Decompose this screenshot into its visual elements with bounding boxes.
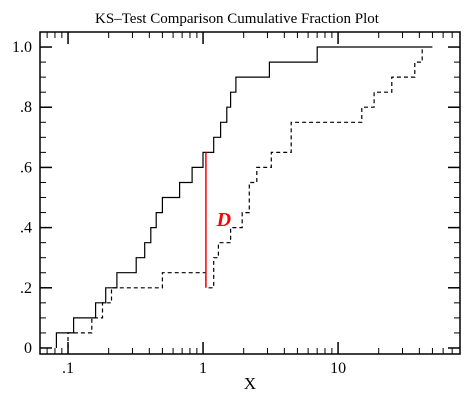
x-axis-label: X bbox=[244, 374, 256, 393]
y-tick-label-1: .2 bbox=[20, 280, 32, 297]
d-statistic-label: D bbox=[216, 209, 231, 231]
x-tick-label-1: 1 bbox=[199, 360, 207, 377]
series-step-line-dashed bbox=[67, 47, 423, 348]
x-tick-label-2: 10 bbox=[330, 360, 346, 377]
axis-ticks bbox=[40, 32, 460, 354]
x-tick-label-0: .1 bbox=[62, 360, 74, 377]
y-tick-label-5: 1.0 bbox=[12, 39, 32, 56]
series-lines bbox=[55, 46, 433, 348]
d-statistic-annotation: D bbox=[205, 152, 231, 288]
chart-title: KS–Test Comparison Cumulative Fraction P… bbox=[95, 11, 380, 27]
y-tick-label-4: .8 bbox=[20, 99, 32, 116]
series-step-line-solid bbox=[55, 46, 433, 348]
plot-frame bbox=[39, 31, 461, 355]
y-tick-label-3: .6 bbox=[20, 159, 32, 176]
axis-tick-labels: .1 1 10 0 .2 .4 .6 .8 1.0 bbox=[12, 39, 346, 377]
y-tick-label-2: .4 bbox=[20, 220, 32, 237]
y-tick-label-0: 0 bbox=[24, 340, 32, 357]
